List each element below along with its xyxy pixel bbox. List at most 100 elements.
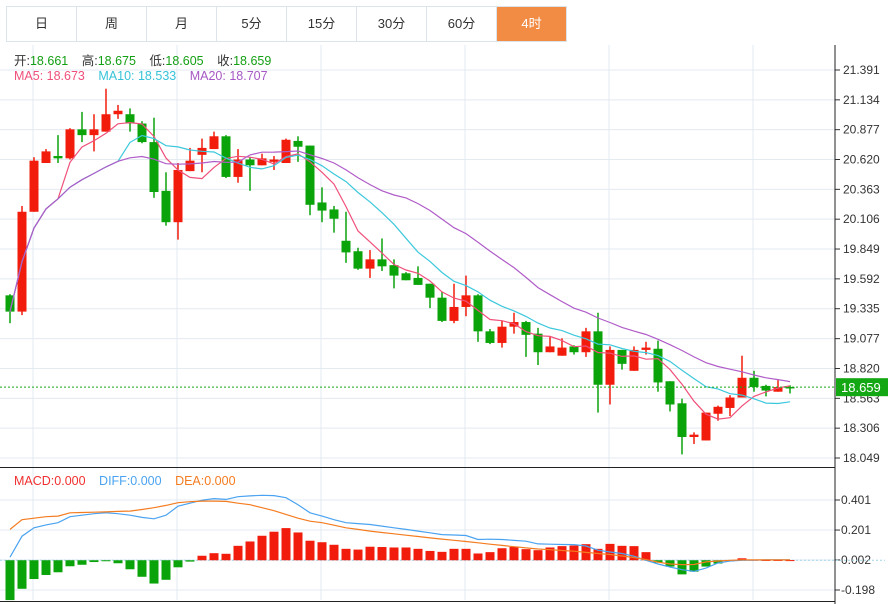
tab-4hour[interactable]: 4时 — [497, 7, 567, 41]
macd-tick-label: 0.401 — [841, 493, 871, 507]
candle — [545, 335, 555, 353]
candle — [629, 346, 639, 371]
candle — [785, 385, 795, 394]
macd-bar — [713, 560, 723, 564]
macd-info: MACD:0.000 DIFF:0.000 DEA:0.000 — [14, 474, 246, 488]
candle-body — [173, 169, 183, 223]
candle — [497, 320, 507, 348]
price-tick-label: 21.391 — [843, 63, 880, 77]
macd-bar — [41, 560, 51, 575]
candle-body — [89, 129, 99, 136]
candle — [233, 149, 243, 183]
candle — [365, 250, 375, 278]
candle-body — [677, 403, 687, 437]
high-value: 18.675 — [97, 54, 136, 68]
ma5-line — [9, 121, 791, 420]
candle — [305, 145, 315, 216]
candle — [341, 211, 351, 263]
diff-value: 0.000 — [130, 474, 162, 488]
tab-week[interactable]: 周 — [77, 7, 147, 41]
candle-body — [65, 129, 75, 159]
period-tabs: 日 周 月 5分 15分 30分 60分 4时 — [6, 6, 567, 42]
candle-body — [485, 331, 495, 343]
candle-body — [245, 159, 255, 166]
macd-bar — [449, 548, 459, 561]
candle — [725, 395, 735, 417]
candle-body — [113, 110, 123, 115]
candle-body — [5, 295, 15, 312]
candle-body — [401, 273, 411, 281]
candle-body — [569, 346, 579, 353]
open-value: 18.661 — [29, 54, 69, 68]
tab-month[interactable]: 月 — [147, 7, 217, 41]
candle-body — [257, 158, 267, 166]
ma10-value: 18.533 — [137, 69, 177, 83]
tab-15min[interactable]: 15分 — [287, 7, 357, 41]
candle — [221, 135, 231, 179]
macd-tick-label: 0.201 — [841, 523, 871, 537]
macd-bar — [257, 535, 267, 561]
candle — [773, 380, 783, 392]
candle-body — [629, 349, 639, 371]
macd-bar — [161, 560, 171, 580]
price-tick-label: 19.335 — [843, 302, 880, 316]
ohlc-info: 开:18.661 高:18.675 低:18.605 收:18.659 — [14, 50, 281, 69]
macd-bar — [341, 548, 351, 561]
candle — [173, 162, 183, 240]
diff-line — [9, 494, 790, 573]
macd-bar — [401, 547, 411, 561]
macd-bar — [545, 547, 555, 561]
dea-line — [9, 500, 790, 566]
price-tick-label: 20.106 — [843, 212, 880, 226]
candle-body — [437, 297, 447, 321]
candle-body — [725, 397, 735, 408]
macd-bar — [329, 544, 339, 561]
macd-bar — [149, 560, 159, 584]
candle — [245, 157, 255, 191]
tab-5min[interactable]: 5分 — [217, 7, 287, 41]
candle-body — [713, 406, 723, 414]
candle-body — [497, 326, 507, 343]
candle — [737, 355, 747, 398]
candle-body — [137, 123, 147, 143]
candle-body — [473, 295, 483, 332]
macd-bar — [5, 560, 15, 601]
low-value: 18.605 — [165, 54, 204, 68]
close-label: 收: — [217, 54, 234, 68]
candle-body — [101, 114, 111, 132]
close-value: 18.659 — [233, 54, 272, 68]
candle-body — [209, 136, 219, 150]
dea-value: 0.000 — [204, 474, 236, 488]
candle — [185, 147, 195, 172]
candle-body — [653, 348, 663, 383]
candle-body — [533, 333, 543, 353]
tab-60min[interactable]: 60分 — [427, 7, 497, 41]
candle-body — [185, 160, 195, 172]
candle-body — [41, 151, 51, 163]
macd-bar — [17, 560, 27, 589]
candle-body — [341, 240, 351, 253]
candle — [533, 327, 543, 366]
tab-30min[interactable]: 30分 — [357, 7, 427, 41]
candle — [437, 291, 447, 323]
macd-bar — [281, 528, 291, 561]
candle-body — [593, 331, 603, 385]
macd-bar — [557, 546, 567, 561]
macd-bar — [509, 546, 519, 561]
macd-bar — [65, 560, 75, 567]
macd-bar — [389, 547, 399, 561]
candle — [53, 135, 63, 163]
candle — [149, 117, 159, 198]
ma20-line — [9, 150, 791, 383]
macd-bar — [677, 560, 687, 575]
candle-body — [149, 142, 159, 193]
tab-day[interactable]: 日 — [7, 7, 77, 41]
macd-bar — [29, 560, 39, 580]
macd-bar — [197, 555, 207, 561]
macd-bar — [185, 560, 195, 562]
candle — [689, 432, 699, 444]
macd-bar — [137, 560, 147, 577]
candle — [65, 128, 75, 160]
ma20-value: 18.707 — [229, 69, 268, 83]
